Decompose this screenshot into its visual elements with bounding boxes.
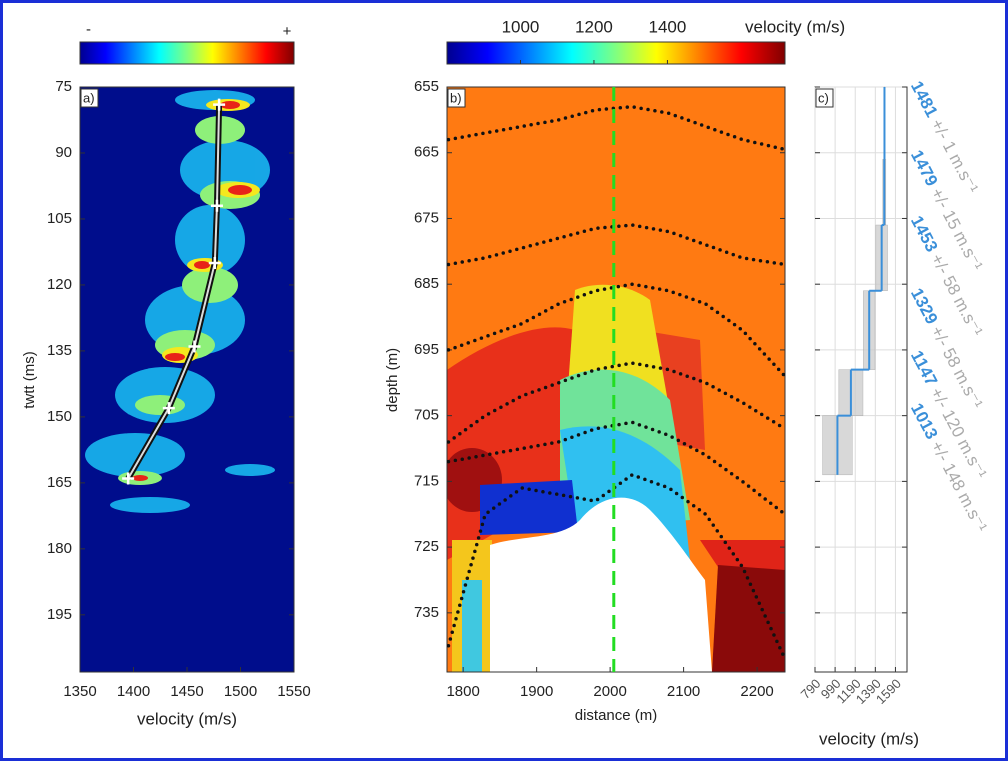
y-tick-label: 735	[414, 604, 439, 621]
x-tick-label: 1550	[277, 683, 310, 700]
colorbar-title: velocity (m/s)	[745, 17, 845, 36]
axes-frame	[446, 86, 786, 673]
pick-point	[122, 472, 135, 485]
colorbar-tick-label: 1400	[649, 17, 687, 36]
y-axis-label: twtt (ms)	[21, 351, 38, 409]
y-tick-label: 105	[47, 210, 72, 227]
x-tick-label: 1400	[117, 683, 150, 700]
colorbar-label: -	[86, 21, 91, 38]
horizon	[447, 223, 785, 267]
y-tick-label: 685	[414, 275, 439, 292]
y-tick-label: 120	[47, 276, 72, 293]
x-tick-label: 2000	[593, 683, 626, 700]
pick-point	[162, 402, 175, 415]
panel-label-box	[815, 88, 834, 108]
horizon	[447, 104, 785, 152]
panel-label-box	[80, 88, 99, 108]
x-tick-label: 1350	[63, 683, 96, 700]
y-tick-label: 75	[55, 78, 72, 95]
colorbar-label: +	[283, 23, 292, 40]
y-tick-label: 725	[414, 538, 439, 555]
x-axis-label: velocity (m/s)	[819, 729, 919, 748]
horizon	[447, 361, 785, 444]
y-tick-label: 705	[414, 407, 439, 424]
colorbar	[79, 41, 295, 65]
x-tick-label: 2100	[667, 683, 700, 700]
y-tick-label: 180	[47, 540, 72, 557]
colorbar	[446, 41, 786, 65]
y-tick-label: 135	[47, 342, 72, 359]
y-tick-label: 695	[414, 341, 439, 358]
x-axis-label: distance (m)	[575, 707, 658, 724]
x-axis-label: velocity (m/s)	[137, 709, 237, 728]
y-axis-label: depth (m)	[384, 348, 401, 412]
colorbar-tick-label: 1200	[575, 17, 613, 36]
y-tick-label: 655	[414, 78, 439, 95]
x-tick-label: 1900	[520, 683, 553, 700]
y-tick-label: 165	[47, 474, 72, 491]
pick-point	[213, 98, 226, 111]
y-tick-label: 665	[414, 144, 439, 161]
x-tick-label: 1450	[170, 683, 203, 700]
pick-point	[210, 199, 223, 212]
y-tick-label: 195	[47, 606, 72, 623]
pick-line	[127, 104, 221, 479]
y-tick-label: 150	[47, 408, 72, 425]
pick-point	[188, 340, 201, 353]
y-tick-label: 675	[414, 209, 439, 226]
x-tick-label: 2200	[740, 683, 773, 700]
horizon	[447, 282, 785, 378]
panel-label: c)	[818, 90, 829, 105]
y-tick-label: 90	[55, 144, 72, 161]
pick-point	[208, 256, 221, 269]
semblance-image	[80, 87, 294, 672]
colorbar-tick-label: 1000	[502, 17, 540, 36]
velocity-image	[447, 87, 785, 672]
panel-label: a)	[83, 90, 95, 105]
y-tick-label: 715	[414, 472, 439, 489]
x-tick-label: 1500	[224, 683, 257, 700]
x-tick-label: 1800	[446, 683, 479, 700]
panel-label-box	[447, 88, 466, 108]
panel-label: b)	[450, 90, 462, 105]
